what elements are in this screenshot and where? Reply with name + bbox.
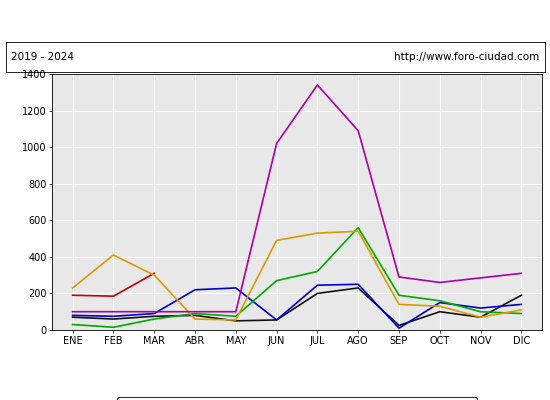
Text: http://www.foro-ciudad.com: http://www.foro-ciudad.com <box>394 52 539 62</box>
Text: 2019 - 2024: 2019 - 2024 <box>11 52 74 62</box>
Legend: 2024, 2023, 2022, 2021, 2020, 2019: 2024, 2023, 2022, 2021, 2020, 2019 <box>117 396 477 400</box>
Text: Evolucion Nº Turistas Nacionales en el municipio de San Miguel de Serrezuela: Evolucion Nº Turistas Nacionales en el m… <box>17 14 533 28</box>
